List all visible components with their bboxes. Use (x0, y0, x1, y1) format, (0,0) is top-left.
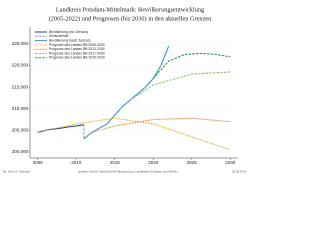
legend-label: Zensusfehler (49, 34, 69, 38)
x-tick-label: 2020 (148, 160, 159, 165)
legend-label: Bevölkerung (vor Zensus) (49, 30, 88, 34)
series-line (37, 117, 231, 151)
x-tick-label: 2010 (71, 160, 82, 165)
y-tick-label: 200,000 (12, 149, 29, 154)
legend-label: Bevölkerung (nach Zensus) (49, 38, 90, 42)
chart-subtitle: (2005-2022) und Prognosen (bis 2030) in … (49, 15, 212, 22)
author: By: Hans G. Oberlack (3, 170, 31, 174)
series-line (91, 117, 231, 134)
legend-label: Prognose des Landes BB 2012-2030 (49, 47, 105, 51)
y-tick-label: 210,000 (12, 106, 29, 111)
legend-label: Prognose des Landes BB 2020-2030 (49, 56, 105, 60)
page: Landkreis Potsdam-Mittelmark: Bevölkerun… (3, 6, 247, 174)
x-tick-label: 2030 (225, 160, 236, 165)
x-tick-label: 2025 (187, 160, 198, 165)
chart: Landkreis Potsdam-Mittelmark: Bevölkerun… (3, 6, 246, 174)
legend-label: Prognose des Landes BB 2005-2030 (49, 43, 105, 47)
y-tick-label: 220,000 (12, 63, 29, 68)
series-line (129, 71, 231, 101)
date: 25.06.2024 (232, 170, 246, 174)
chart-title: Landkreis Potsdam-Mittelmark: Bevölkerun… (56, 6, 205, 13)
y-tick-label: 215,000 (12, 84, 29, 89)
legend-label: Prognose des Landes BB 2017-2030 (49, 51, 105, 55)
y-tick-label: 225,000 (12, 41, 29, 46)
plot-area (37, 45, 231, 151)
y-tick-label: 205,000 (12, 128, 29, 133)
x-tick-label: 2005 (33, 160, 44, 165)
x-tick-label: 2015 (110, 160, 121, 165)
source: Quellen: Amt für Statistik Berlin-Brande… (78, 170, 178, 174)
series-line (152, 52, 231, 79)
